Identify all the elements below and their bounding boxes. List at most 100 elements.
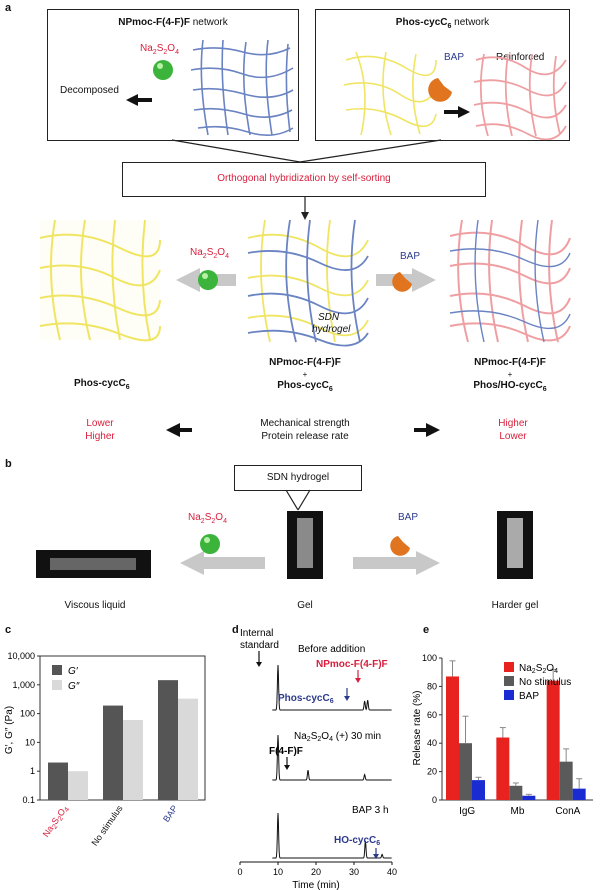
c-bar <box>48 762 68 800</box>
d-trace <box>272 664 392 711</box>
pacman-enzyme-icon <box>392 272 412 292</box>
c-ytick-label: 10 <box>25 737 35 747</box>
e-ytick-label: 80 <box>427 681 437 691</box>
right-compound-2: Phos/HO-cycC6 <box>473 380 547 393</box>
c-ytick-label: 1,000 <box>12 680 35 690</box>
right-box-reagent: BAP <box>444 52 465 63</box>
middle-right-reagent: BAP <box>400 251 421 262</box>
d-internal-1: Internal <box>240 628 273 639</box>
release-rate-bar-chart: Release rate (%) 0 20 40 60 80 100 Na2S2O4 No … <box>412 653 593 817</box>
orthogonal-hybridization-box: Orthogonal hybridization by self-sorting <box>122 162 486 197</box>
e-bar <box>459 743 472 800</box>
right-value-strength: Higher <box>498 418 528 429</box>
e-category-label: IgG <box>459 806 475 817</box>
d-trace <box>272 734 392 781</box>
down-arrow-icon <box>284 765 290 770</box>
sdn-blue-strands <box>247 219 369 347</box>
e-ytick-label: 40 <box>427 738 437 748</box>
e-legend-label: No stimulus <box>519 677 571 688</box>
panel-a-connectors <box>171 139 442 220</box>
black-right-arrow-icon <box>414 423 440 437</box>
red-down-arrow-icon <box>355 678 361 683</box>
blue-mesh <box>190 39 294 136</box>
phos-network-image <box>39 219 161 342</box>
green-sphere-icon <box>198 270 218 290</box>
hplc-chromatogram: 0 10 20 30 40 Time (min) Internal standard Be… <box>237 628 397 890</box>
npmoc-network-title: NPmoc-F(4-F)F network <box>118 17 228 28</box>
middle-left-reagent: Na2S2O4 <box>190 247 229 260</box>
panel-c-letter: c <box>5 624 12 636</box>
c-legend-label: G′ <box>68 666 79 677</box>
d-trace <box>272 812 392 859</box>
c-bar <box>123 719 143 800</box>
e-bar <box>509 785 523 800</box>
e-legend-swatch <box>504 662 514 672</box>
gel-caption: Gel <box>297 600 313 611</box>
reinforced-network-image <box>449 219 571 343</box>
c-legend-swatch <box>52 665 62 675</box>
c-ytick-label: 10,000 <box>7 651 35 661</box>
pink-mesh <box>473 53 567 140</box>
center-compound-2: Phos-cycC6 <box>277 380 333 393</box>
d-bap: BAP 3 h <box>352 805 389 816</box>
d-ff: F(4-F)F <box>269 746 303 757</box>
d-npmoc: NPmoc-F(4-F)F <box>316 659 388 670</box>
phos-network-title: Phos-cycC6 network <box>395 17 490 30</box>
panel-d-letter: d <box>232 624 239 636</box>
modulus-bar-chart: G′, G″ (Pa) 10,000 1,000 100 10 1 0.1 G′ G″ Na… <box>4 651 206 848</box>
summary-arrows <box>166 423 440 437</box>
down-arrow-icon <box>256 662 262 667</box>
c-category-label: BAP <box>161 803 180 823</box>
phos-network-drawing <box>343 51 567 140</box>
yellow-mesh <box>343 51 439 136</box>
e-legend-swatch <box>504 690 514 700</box>
d-xtick-label: 30 <box>349 867 359 877</box>
panel-b-drawing <box>36 489 533 579</box>
panel-a-letter: a <box>5 2 12 14</box>
d-xtick-label: 0 <box>237 867 242 877</box>
left-arrow-icon <box>126 94 152 106</box>
c-ylabel: G′, G″ (Pa) <box>4 706 15 754</box>
right-arrow-icon <box>444 106 470 118</box>
e-category-label: Mb <box>511 806 525 817</box>
d-xtick-label: 20 <box>311 867 321 877</box>
panel-b-right-reagent: BAP <box>398 512 419 523</box>
middle-network-row <box>39 219 571 347</box>
gray-right-arrow-icon <box>353 551 440 575</box>
gray-left-arrow-icon <box>180 551 265 575</box>
e-bar <box>472 780 485 800</box>
e-bar <box>446 676 459 800</box>
reinforced-label: Reinforced <box>496 52 545 63</box>
sdn-label: SDN <box>318 312 340 323</box>
d-xtick-label: 40 <box>387 867 397 877</box>
d-before-addition: Before addition <box>298 644 365 655</box>
panel-e-letter: e <box>423 624 430 636</box>
c-bar <box>103 705 123 800</box>
d-ho: HO-cycC6 <box>334 835 380 847</box>
right-value-release: Lower <box>499 431 527 442</box>
pacman-enzyme-icon <box>428 78 452 102</box>
e-ylabel: Release rate (%) <box>412 690 423 765</box>
c-category-label: No stimulus <box>89 803 124 848</box>
d-xlabel: Time (min) <box>292 880 339 890</box>
phos-network-box: Phos-cycC6 network BAP Reinforced <box>315 9 570 141</box>
e-bar <box>546 680 560 800</box>
panel-b-left-reagent: Na2S2O4 <box>188 512 227 525</box>
left-value-strength: Lower <box>86 418 114 429</box>
e-bar <box>496 737 510 800</box>
c-ytick-label: 0.1 <box>22 795 35 805</box>
npmoc-network-drawing <box>126 39 294 136</box>
prop-protein-release: Protein release rate <box>261 431 349 442</box>
e-ytick-label: 60 <box>427 710 437 720</box>
c-bar <box>158 680 178 800</box>
e-ytick-label: 100 <box>422 653 437 663</box>
left-compound: Phos-cycC6 <box>74 378 130 391</box>
center-compound-1: NPmoc-F(4-F)F <box>269 357 341 368</box>
d-na-label: Na2S2O4 (+) 30 min <box>294 731 381 743</box>
d-internal-2: standard <box>240 640 279 651</box>
blue-down-arrow-icon <box>373 854 379 859</box>
viscous-liquid-caption: Viscous liquid <box>64 600 126 611</box>
e-legend-label: Na2S2O4 <box>519 663 558 675</box>
hydrogel-label: hydrogel <box>312 324 351 335</box>
e-legend-swatch <box>504 676 514 686</box>
